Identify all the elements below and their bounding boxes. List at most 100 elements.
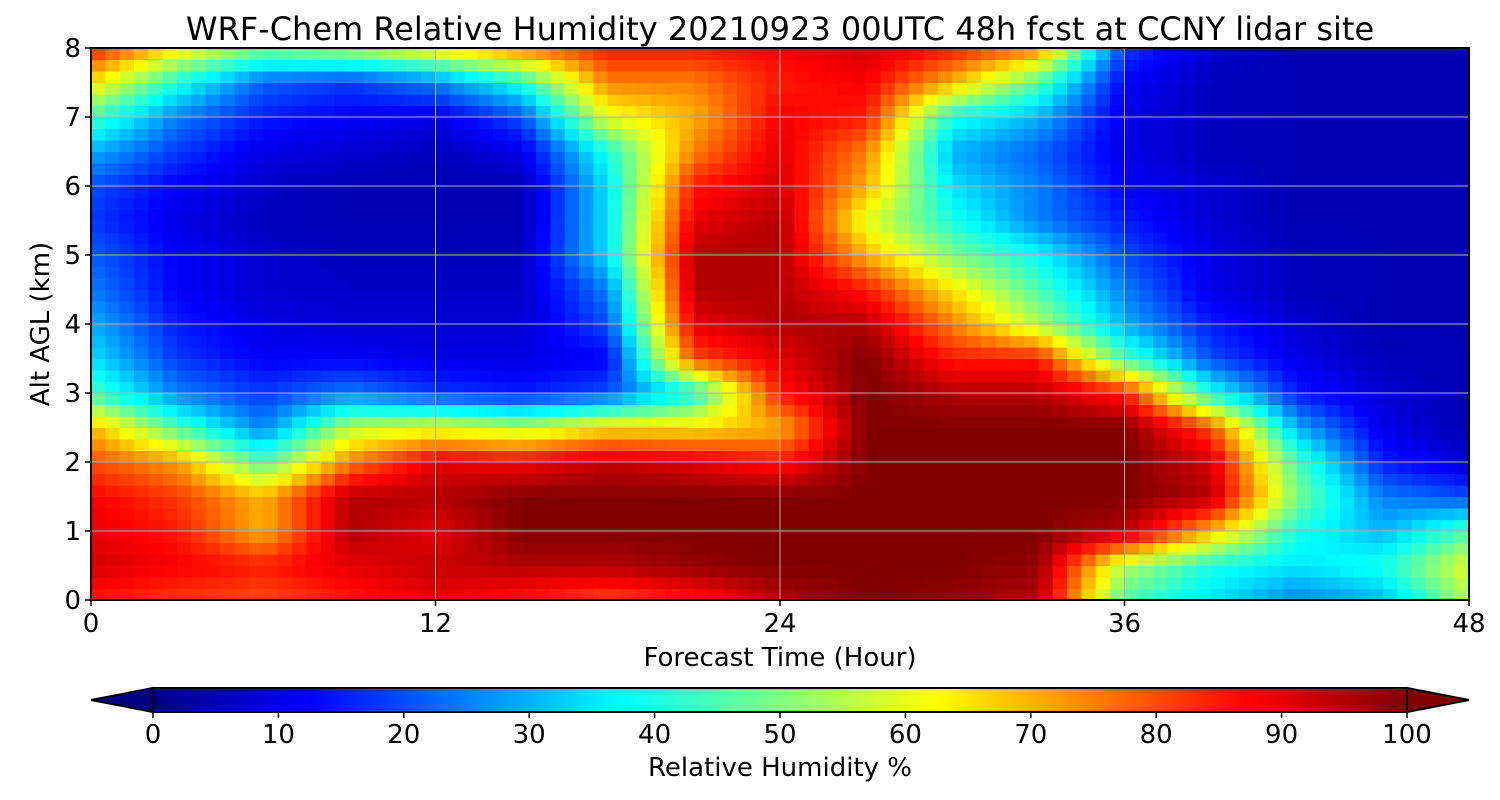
- heatmap-cell: [1397, 48, 1413, 61]
- heatmap-cell: [1196, 358, 1212, 371]
- heatmap-cell: [1052, 496, 1068, 509]
- heatmap-cell: [1124, 542, 1140, 555]
- heatmap-cell: [1296, 48, 1312, 61]
- heatmap-cell: [291, 381, 307, 394]
- heatmap-cell: [1181, 324, 1197, 337]
- heatmap-cell: [823, 197, 839, 210]
- heatmap-cell: [1296, 565, 1312, 578]
- heatmap-cell: [1354, 473, 1370, 486]
- heatmap-cell: [1124, 289, 1140, 302]
- heatmap-cell: [492, 381, 508, 394]
- heatmap-cell: [866, 427, 882, 440]
- heatmap-cell: [794, 462, 810, 475]
- heatmap-cell: [1052, 370, 1068, 383]
- heatmap-cell: [1196, 485, 1212, 498]
- heatmap-cell: [1153, 232, 1169, 245]
- heatmap-cell: [521, 427, 537, 440]
- heatmap-cell: [1268, 255, 1283, 268]
- heatmap-cell: [263, 163, 279, 176]
- heatmap-cell: [650, 427, 666, 440]
- heatmap-cell: [1339, 105, 1355, 118]
- heatmap-cell: [277, 301, 293, 314]
- heatmap-cell: [1110, 48, 1126, 61]
- heatmap-cell: [191, 577, 207, 590]
- heatmap-cell: [191, 381, 207, 394]
- heatmap-cell: [1382, 577, 1398, 590]
- heatmap-cell: [119, 462, 135, 475]
- heatmap-cell: [909, 531, 925, 544]
- heatmap-cell: [220, 358, 236, 371]
- heatmap-cell: [894, 186, 910, 199]
- heatmap-cell: [1368, 163, 1384, 176]
- heatmap-cell: [679, 220, 695, 233]
- heatmap-cell: [1196, 94, 1212, 107]
- heatmap-cell: [162, 324, 178, 337]
- heatmap-cell: [1282, 370, 1298, 383]
- heatmap-cell: [435, 393, 451, 406]
- heatmap-cell: [392, 289, 408, 302]
- heatmap-cell: [363, 404, 379, 417]
- heatmap-cell: [693, 94, 709, 107]
- heatmap-cell: [1311, 94, 1327, 107]
- heatmap-cell: [650, 508, 666, 521]
- heatmap-cell: [1339, 462, 1355, 475]
- heatmap-cell: [894, 232, 910, 245]
- heatmap-cell: [751, 174, 767, 187]
- heatmap-cell: [392, 381, 408, 394]
- heatmap-cell: [1153, 370, 1169, 383]
- heatmap-cell: [1110, 243, 1126, 256]
- heatmap-cell: [823, 519, 839, 532]
- heatmap-cell: [894, 588, 910, 600]
- heatmap-cell: [191, 186, 207, 199]
- heatmap-cell: [234, 508, 250, 521]
- heatmap-cell: [1081, 554, 1097, 567]
- heatmap-cell: [1124, 232, 1140, 245]
- heatmap-cell: [464, 105, 480, 118]
- heatmap-cell: [1397, 174, 1413, 187]
- heatmap-cell: [1311, 519, 1327, 532]
- heatmap-cell: [1397, 565, 1413, 578]
- heatmap-cell: [894, 59, 910, 72]
- heatmap-cell: [449, 473, 465, 486]
- heatmap-cell: [593, 48, 609, 61]
- heatmap-cell: [1454, 163, 1469, 176]
- heatmap-cell: [1009, 542, 1025, 555]
- heatmap-cell: [1138, 554, 1154, 567]
- heatmap-cell: [1354, 554, 1370, 567]
- heatmap-cell: [91, 381, 106, 394]
- heatmap-cell: [952, 358, 968, 371]
- heatmap-cell: [535, 565, 551, 578]
- heatmap-cell: [1167, 393, 1183, 406]
- heatmap-cell: [1124, 485, 1140, 498]
- heatmap-cell: [263, 554, 279, 567]
- heatmap-cell: [894, 554, 910, 567]
- heatmap-cell: [937, 347, 953, 360]
- heatmap-cell: [780, 220, 795, 233]
- heatmap-cell: [1268, 358, 1283, 371]
- heatmap-cell: [478, 508, 494, 521]
- heatmap-cell: [1181, 151, 1197, 164]
- heatmap-cell: [220, 393, 236, 406]
- heatmap-cell: [234, 462, 250, 475]
- heatmap-cell: [607, 117, 623, 130]
- heatmap-cell: [191, 519, 207, 532]
- heatmap-cell: [1368, 255, 1384, 268]
- heatmap-cell: [564, 163, 580, 176]
- heatmap-cell: [665, 128, 681, 141]
- heatmap-cell: [1224, 48, 1240, 61]
- heatmap-cell: [1038, 427, 1054, 440]
- heatmap-cell: [1311, 278, 1327, 291]
- heatmap-cell: [1354, 335, 1370, 348]
- heatmap-cell: [708, 117, 724, 130]
- heatmap-cell: [435, 335, 451, 348]
- heatmap-cell: [535, 324, 551, 337]
- heatmap-cell: [880, 48, 896, 61]
- heatmap-cell: [1067, 358, 1083, 371]
- heatmap-cell: [1268, 347, 1283, 360]
- grid: [91, 48, 1469, 600]
- heatmap-cell: [1224, 347, 1240, 360]
- heatmap-cell: [593, 577, 609, 590]
- heatmap-cell: [837, 404, 853, 417]
- heatmap-cell: [607, 59, 623, 72]
- heatmap-cell: [1181, 105, 1197, 118]
